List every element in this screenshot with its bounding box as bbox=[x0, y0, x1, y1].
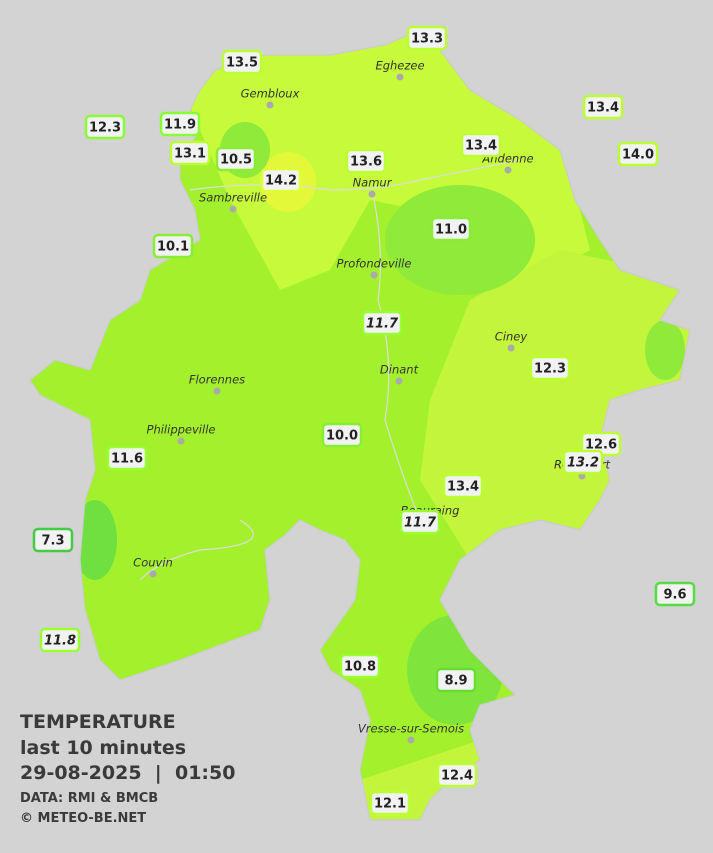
station-value: 13.4 bbox=[447, 480, 479, 495]
town-label: Ciney bbox=[495, 330, 528, 344]
town-dot bbox=[370, 271, 378, 279]
town-dot bbox=[266, 101, 274, 109]
town-label: Philippeville bbox=[147, 423, 216, 437]
town-dot bbox=[507, 344, 515, 352]
station-box bbox=[215, 146, 257, 172]
town-label: Eghezee bbox=[375, 59, 424, 73]
town-dot bbox=[396, 73, 404, 81]
station-value: 12.3 bbox=[534, 362, 566, 377]
credit: © METEO-BE.NET bbox=[20, 811, 147, 826]
station-value: 10.1 bbox=[157, 240, 189, 255]
station-box bbox=[562, 449, 604, 475]
town-dot bbox=[504, 166, 512, 174]
station-value: 13.2 bbox=[567, 456, 599, 471]
town-label: Sambreville bbox=[199, 191, 267, 205]
date: 29-08-2025 bbox=[20, 762, 142, 784]
station-value: 13.5 bbox=[226, 56, 258, 71]
station-value: 11.9 bbox=[164, 118, 196, 133]
station-box bbox=[152, 233, 194, 259]
station-box bbox=[460, 132, 502, 158]
town-label: Couvin bbox=[133, 556, 173, 570]
town-label: Namur bbox=[353, 176, 393, 190]
town-label: Florennes bbox=[189, 373, 245, 387]
station-value: 13.4 bbox=[465, 139, 497, 154]
town-dot bbox=[395, 377, 403, 385]
station-value: 11.6 bbox=[111, 452, 143, 467]
town-dot bbox=[213, 387, 221, 395]
title: TEMPERATURE bbox=[20, 711, 176, 733]
town-dot bbox=[368, 190, 376, 198]
station-value: 10.8 bbox=[344, 660, 376, 675]
station-value: 7.3 bbox=[41, 534, 64, 549]
rivers bbox=[139, 159, 521, 581]
station-box bbox=[32, 527, 74, 553]
station-value: 13.6 bbox=[350, 155, 382, 170]
station-box bbox=[617, 141, 659, 167]
station-box bbox=[442, 473, 484, 499]
station-value: 13.4 bbox=[587, 101, 619, 116]
station-box bbox=[406, 25, 448, 51]
station-value: 14.0 bbox=[622, 148, 654, 163]
station-value: 12.1 bbox=[374, 797, 406, 812]
town-dot bbox=[149, 570, 157, 578]
time: 01:50 bbox=[174, 762, 236, 784]
station-box bbox=[169, 140, 211, 166]
station-box bbox=[430, 216, 472, 242]
station-box bbox=[260, 167, 302, 193]
station-box bbox=[39, 627, 81, 653]
station-box bbox=[369, 790, 411, 816]
station-box bbox=[345, 148, 387, 174]
station-value: 11.7 bbox=[404, 516, 437, 531]
town-label: Dinant bbox=[380, 363, 419, 377]
station-box bbox=[582, 94, 624, 120]
station-value: 8.9 bbox=[444, 674, 467, 689]
station-value: 9.6 bbox=[663, 588, 686, 603]
town-dot bbox=[407, 736, 415, 744]
town-label: Vresse-sur-Semois bbox=[358, 722, 464, 736]
station-box bbox=[436, 762, 478, 788]
station-value: 13.1 bbox=[174, 147, 206, 162]
station-box bbox=[321, 422, 363, 448]
station-box bbox=[361, 310, 403, 336]
station-box bbox=[84, 114, 126, 140]
station-value: 12.3 bbox=[89, 121, 121, 136]
station-value: 10.0 bbox=[326, 429, 358, 444]
timestamp: 29-08-2025 | 01:50 bbox=[20, 762, 235, 784]
station-value: 11.8 bbox=[44, 634, 76, 649]
subtitle: last 10 minutes bbox=[20, 737, 187, 759]
station-box bbox=[221, 49, 263, 75]
station-box bbox=[159, 111, 201, 137]
town-label: Gembloux bbox=[241, 87, 300, 101]
station-value: 11.0 bbox=[435, 223, 467, 238]
station-box bbox=[399, 509, 441, 535]
station-box bbox=[339, 653, 381, 679]
separator: | bbox=[154, 762, 162, 784]
town-dot bbox=[177, 437, 185, 445]
station-box bbox=[106, 445, 148, 471]
station-box bbox=[654, 581, 696, 607]
station-value: 12.6 bbox=[585, 438, 617, 453]
station-box bbox=[435, 667, 477, 693]
station-value: 10.5 bbox=[220, 153, 252, 168]
town-dot bbox=[229, 205, 237, 213]
station-value: 14.2 bbox=[265, 174, 297, 189]
station-box bbox=[529, 355, 571, 381]
source: DATA: RMI & BMCB bbox=[20, 791, 159, 806]
town-label: Profondeville bbox=[337, 257, 412, 271]
station-value: 11.7 bbox=[366, 317, 399, 332]
station-value: 13.3 bbox=[411, 32, 443, 47]
station-value: 12.4 bbox=[441, 769, 473, 784]
